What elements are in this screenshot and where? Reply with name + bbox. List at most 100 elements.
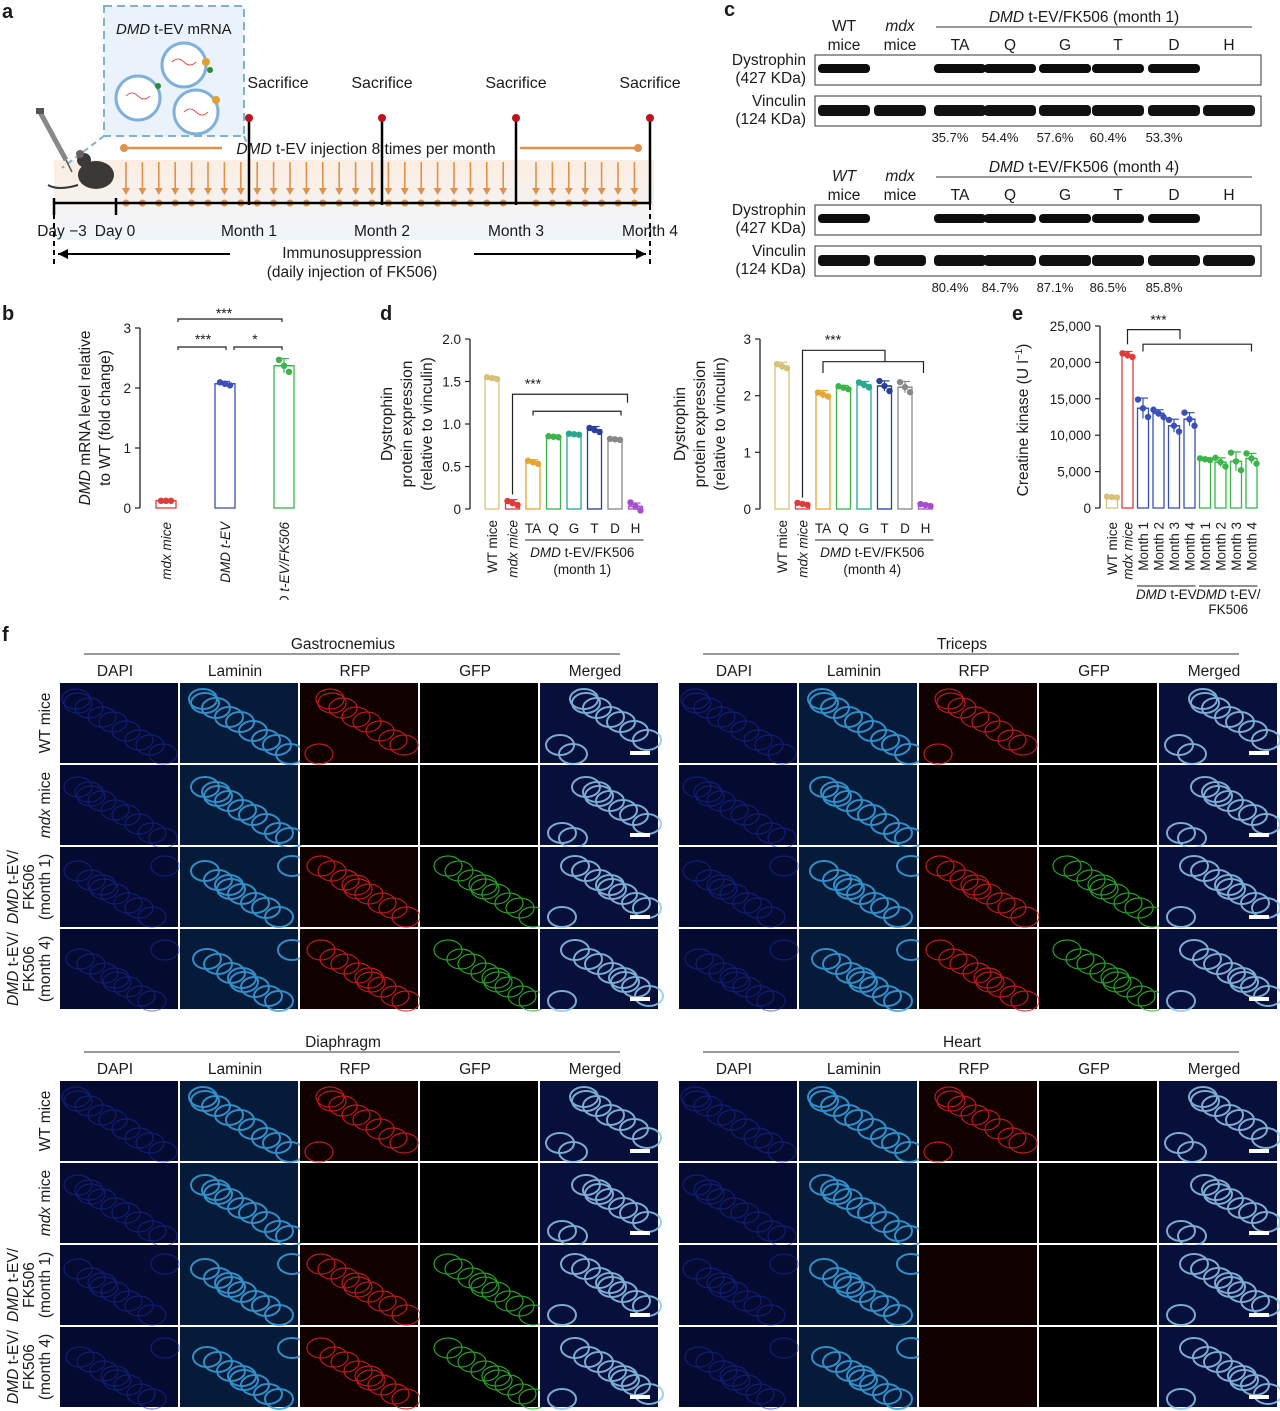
vinculin-band bbox=[934, 255, 986, 266]
cell-outline bbox=[848, 971, 878, 993]
cell-outline bbox=[150, 1337, 180, 1359]
cell-outline bbox=[137, 1220, 167, 1242]
y-tick-label: 0.5 bbox=[442, 460, 461, 475]
cell-outline bbox=[682, 1090, 712, 1112]
x-tick-label: DMD t-EV bbox=[218, 520, 233, 583]
cell-outline bbox=[962, 878, 992, 900]
cell-outline bbox=[354, 1281, 384, 1303]
y-label-text: mRNA level relative bbox=[77, 331, 94, 471]
panel-c: c WT mice mdx mice DMD t-EV/FK506 (month 1) T… bbox=[724, 0, 1262, 295]
sig-bracket bbox=[177, 346, 227, 350]
micrograph-texture bbox=[306, 855, 421, 928]
panel-letter-b: b bbox=[2, 303, 14, 325]
cell-outline bbox=[756, 1304, 786, 1326]
x-tick-label: Q bbox=[548, 521, 559, 536]
cell-outline bbox=[1214, 1104, 1244, 1126]
data-point bbox=[162, 497, 170, 504]
scale-bar bbox=[1249, 1395, 1269, 1399]
cell-outline bbox=[822, 785, 852, 807]
micrograph-texture bbox=[547, 855, 662, 928]
cell-outline bbox=[1166, 1388, 1196, 1410]
data-point bbox=[216, 379, 224, 386]
y-tick-label: 1 bbox=[123, 441, 131, 456]
cell-outline bbox=[468, 1272, 498, 1294]
data-point bbox=[555, 434, 562, 441]
scale-bar bbox=[630, 1231, 650, 1235]
lane-label: G bbox=[1059, 187, 1071, 204]
channel-label: RFP bbox=[959, 1061, 990, 1078]
micrograph-texture bbox=[63, 855, 180, 928]
quantification-label: 54.4% bbox=[982, 130, 1019, 145]
vinculin-band bbox=[1148, 105, 1200, 116]
data-point bbox=[1206, 456, 1214, 464]
cell-outline bbox=[595, 706, 625, 728]
micrograph-texture bbox=[192, 939, 307, 1012]
cell-outline bbox=[1229, 1369, 1259, 1391]
ev-vesicles-icon bbox=[114, 41, 220, 136]
micrograph-texture bbox=[63, 776, 178, 849]
cell-outline bbox=[1166, 822, 1196, 844]
row-label-ital: DMD bbox=[5, 971, 22, 1006]
cell-outline bbox=[708, 1360, 738, 1382]
injection-arrowhead bbox=[220, 188, 229, 195]
cell-outline bbox=[1203, 1183, 1233, 1205]
micrograph-texture bbox=[1052, 855, 1167, 928]
micrograph-texture bbox=[1166, 939, 1280, 1012]
micrograph-texture bbox=[682, 1253, 799, 1326]
cell-outline bbox=[848, 1369, 878, 1391]
data-point bbox=[1227, 449, 1235, 456]
row-label: DMD t-EV/ bbox=[5, 1329, 22, 1404]
cell-outline bbox=[684, 948, 714, 970]
data-point bbox=[1170, 422, 1178, 429]
cell-outline bbox=[1124, 897, 1154, 919]
y-tick-label: 0 bbox=[453, 502, 461, 517]
cell-outline bbox=[547, 1220, 577, 1242]
dystrophin-band bbox=[1148, 64, 1200, 73]
cell-outline bbox=[870, 729, 900, 751]
cell-outline bbox=[693, 781, 723, 803]
group-label-1: DMD t-EV bbox=[1136, 587, 1197, 602]
panel-letter-d: d bbox=[380, 303, 392, 325]
chart-d2: 0 1 2 3 Dystrophin protein expression (relativ… bbox=[672, 331, 934, 578]
channel-label: Merged bbox=[1188, 663, 1241, 680]
cell-outline bbox=[835, 1276, 865, 1298]
cell-outline bbox=[971, 1109, 1001, 1131]
cell-outline bbox=[769, 1337, 799, 1359]
x-tick-label: Month 1 bbox=[1136, 522, 1151, 571]
cell-outline bbox=[378, 1295, 408, 1317]
cell-outline bbox=[74, 1179, 104, 1201]
lane-label: H bbox=[1223, 37, 1234, 54]
cell-outline bbox=[695, 953, 725, 975]
injection-arrowhead bbox=[614, 188, 622, 195]
cell-outline bbox=[743, 897, 773, 919]
cell-outline bbox=[695, 1183, 725, 1205]
cell-outline bbox=[468, 874, 498, 896]
quantification-label: 84.7% bbox=[982, 280, 1019, 295]
y-label-ital: DMD bbox=[77, 470, 94, 505]
micrograph-tile bbox=[919, 929, 1037, 1009]
cell-outline bbox=[809, 1090, 839, 1112]
y-tick-label: 25,000 bbox=[1050, 319, 1091, 334]
channel-label: Merged bbox=[1188, 1061, 1241, 1078]
data-point bbox=[1243, 450, 1250, 457]
cell-outline bbox=[192, 1346, 222, 1368]
micrograph-texture bbox=[547, 776, 662, 849]
cell-outline bbox=[229, 971, 259, 993]
cell-outline bbox=[1190, 692, 1220, 714]
data-point bbox=[1129, 353, 1136, 361]
cell-outline bbox=[708, 878, 738, 900]
data-point bbox=[773, 361, 781, 368]
cell-outline bbox=[997, 1127, 1027, 1149]
cell-outline bbox=[1052, 855, 1082, 877]
cell-outline bbox=[365, 1118, 395, 1140]
x-tick-label: TA bbox=[815, 521, 831, 536]
cell-outline bbox=[1251, 729, 1280, 751]
lane-label: Q bbox=[1004, 187, 1016, 204]
cell-outline bbox=[732, 892, 762, 914]
vinculin-band bbox=[1203, 255, 1255, 266]
micrograph-tile bbox=[919, 765, 1037, 845]
cell-outline bbox=[483, 971, 513, 993]
group-label-ital: DMD bbox=[820, 545, 851, 560]
data-point bbox=[524, 457, 532, 464]
cell-outline bbox=[719, 967, 749, 989]
